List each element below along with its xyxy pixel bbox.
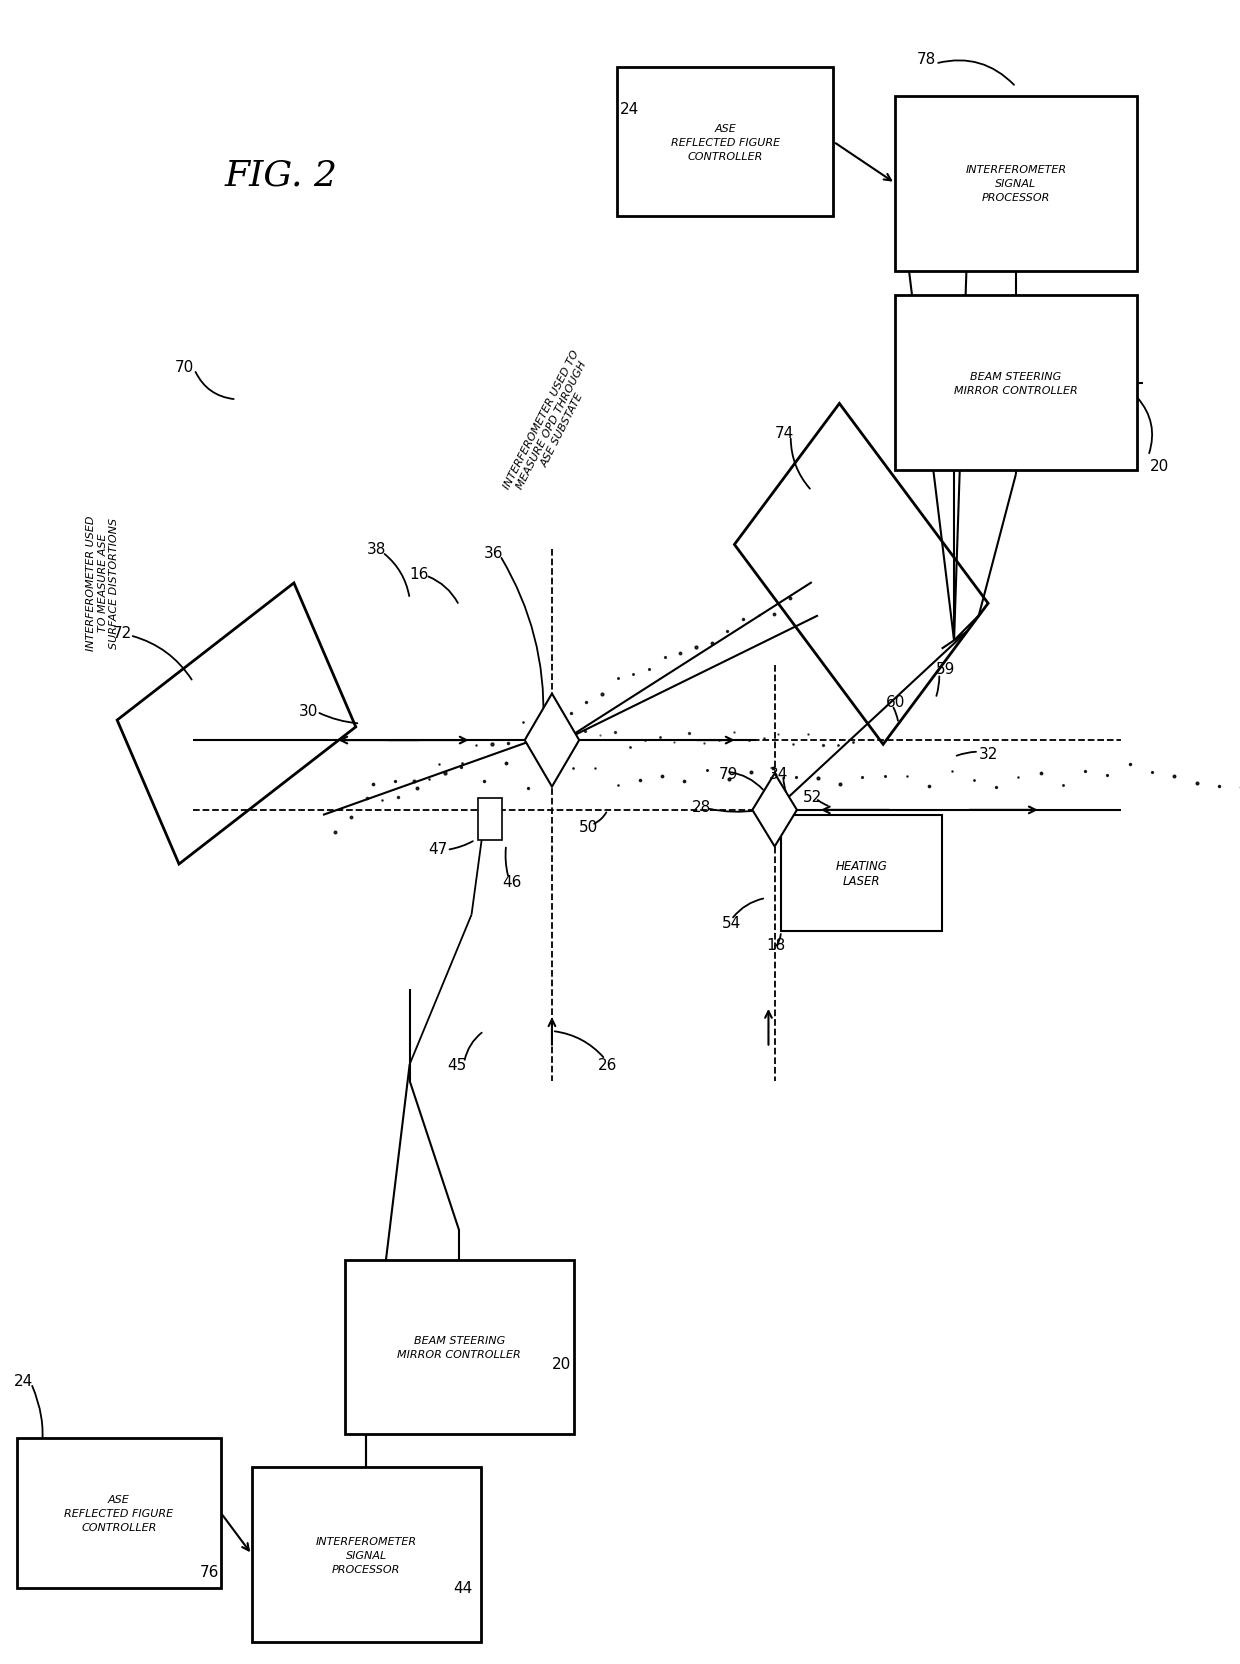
FancyArrowPatch shape <box>506 849 508 875</box>
FancyArrowPatch shape <box>729 772 763 790</box>
Text: 74: 74 <box>775 426 794 441</box>
FancyArrowPatch shape <box>776 935 781 947</box>
Text: BEAM STEERING
MIRROR CONTROLLER: BEAM STEERING MIRROR CONTROLLER <box>954 371 1078 396</box>
FancyArrowPatch shape <box>594 814 606 824</box>
Text: INTERFEROMETER USED
TO MEASURE ASE
SURFACE DISTORTIONS: INTERFEROMETER USED TO MEASURE ASE SURFA… <box>87 516 119 651</box>
FancyArrowPatch shape <box>320 714 357 724</box>
Text: INTERFEROMETER
SIGNAL
PROCESSOR: INTERFEROMETER SIGNAL PROCESSOR <box>966 165 1066 203</box>
Text: 28: 28 <box>692 800 711 815</box>
Text: 50: 50 <box>579 820 599 835</box>
Text: ASE
REFLECTED FIGURE
CONTROLLER: ASE REFLECTED FIGURE CONTROLLER <box>671 123 780 161</box>
Text: 34: 34 <box>769 767 787 782</box>
Text: INTERFEROMETER USED TO
MEASURE OPD THROUGH
ASE SUBSTATE: INTERFEROMETER USED TO MEASURE OPD THROU… <box>502 349 601 501</box>
Text: 20: 20 <box>552 1356 572 1371</box>
FancyArrowPatch shape <box>465 1033 481 1060</box>
Text: 78: 78 <box>916 52 936 67</box>
FancyArrowPatch shape <box>17 1386 42 1503</box>
Bar <box>734 404 988 745</box>
Text: 54: 54 <box>722 915 740 930</box>
Text: ASE
REFLECTED FIGURE
CONTROLLER: ASE REFLECTED FIGURE CONTROLLER <box>64 1494 174 1533</box>
FancyArrowPatch shape <box>384 554 409 597</box>
Polygon shape <box>753 774 797 847</box>
Text: INTERFEROMETER
SIGNAL
PROCESSOR: INTERFEROMETER SIGNAL PROCESSOR <box>316 1536 417 1574</box>
Text: 59: 59 <box>935 662 955 677</box>
Text: 20: 20 <box>1149 459 1169 474</box>
Text: 45: 45 <box>446 1057 466 1072</box>
Text: 60: 60 <box>887 696 905 711</box>
Text: 24: 24 <box>14 1373 33 1388</box>
Bar <box>781 815 941 932</box>
FancyArrowPatch shape <box>791 439 810 489</box>
FancyArrowPatch shape <box>450 842 472 850</box>
Text: 72: 72 <box>113 626 131 641</box>
Text: 26: 26 <box>598 1057 618 1072</box>
Text: 52: 52 <box>804 790 822 805</box>
FancyArrowPatch shape <box>133 637 192 681</box>
FancyArrowPatch shape <box>501 559 543 721</box>
Text: FIG. 2: FIG. 2 <box>224 158 337 193</box>
Text: 18: 18 <box>766 937 785 952</box>
FancyArrowPatch shape <box>428 577 458 604</box>
Text: HEATING
LASER: HEATING LASER <box>836 860 887 887</box>
FancyArrowPatch shape <box>554 1348 570 1353</box>
Text: 46: 46 <box>502 874 522 889</box>
Text: 44: 44 <box>453 1581 472 1596</box>
FancyArrowPatch shape <box>894 709 898 721</box>
Text: 76: 76 <box>200 1564 218 1579</box>
Text: BEAM STEERING
MIRROR CONTROLLER: BEAM STEERING MIRROR CONTROLLER <box>397 1335 521 1359</box>
FancyArrowPatch shape <box>196 373 233 399</box>
FancyArrowPatch shape <box>784 779 786 792</box>
FancyArrowPatch shape <box>936 677 939 697</box>
FancyArrowPatch shape <box>817 800 828 805</box>
Text: 47: 47 <box>428 840 448 855</box>
FancyArrowPatch shape <box>554 1032 604 1058</box>
Bar <box>895 97 1137 271</box>
FancyArrowPatch shape <box>709 809 758 812</box>
Bar <box>252 1468 481 1642</box>
Bar <box>895 296 1137 471</box>
Text: 16: 16 <box>409 567 429 582</box>
Text: 24: 24 <box>620 102 640 116</box>
Bar <box>477 799 502 840</box>
Text: 38: 38 <box>366 542 386 557</box>
Polygon shape <box>525 694 579 787</box>
Bar <box>117 584 356 865</box>
FancyArrowPatch shape <box>1138 399 1152 454</box>
Bar <box>345 1260 574 1434</box>
Bar <box>618 68 833 218</box>
Text: 70: 70 <box>175 359 193 374</box>
FancyArrowPatch shape <box>939 62 1014 87</box>
Text: 30: 30 <box>299 704 317 719</box>
FancyArrowPatch shape <box>956 752 976 755</box>
FancyArrowPatch shape <box>733 899 764 919</box>
Bar <box>17 1438 221 1587</box>
Text: 32: 32 <box>978 747 998 762</box>
Text: 36: 36 <box>484 546 503 561</box>
FancyArrowPatch shape <box>619 116 636 140</box>
Text: 79: 79 <box>719 767 738 782</box>
